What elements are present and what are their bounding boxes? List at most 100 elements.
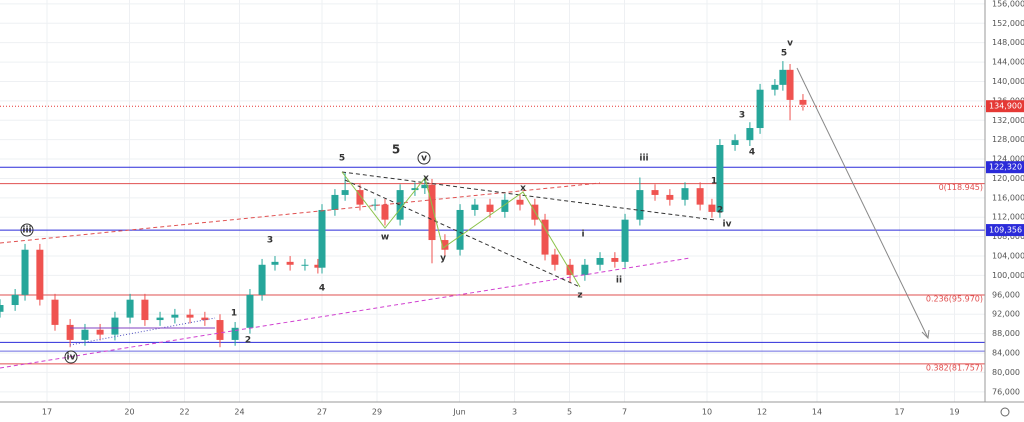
candle-body bbox=[21, 249, 29, 295]
candle-body bbox=[271, 261, 279, 265]
candle-body bbox=[156, 317, 164, 321]
y-tick-label: 84,000 bbox=[992, 349, 1020, 358]
x-tick-label: 27 bbox=[317, 408, 327, 417]
candle-body bbox=[551, 254, 559, 265]
candle-body bbox=[471, 204, 479, 210]
x-tick-label: 19 bbox=[949, 408, 959, 417]
candle-body bbox=[636, 190, 644, 220]
candle-body bbox=[651, 190, 659, 195]
candle-body bbox=[126, 299, 134, 318]
wave-path bbox=[341, 171, 581, 288]
wave-label: 2 bbox=[245, 336, 251, 346]
wave-label: w bbox=[381, 233, 389, 243]
y-tick-label: 124,000 bbox=[992, 155, 1024, 164]
y-tick-label: 156,000 bbox=[992, 0, 1024, 8]
y-tick-label: 96,000 bbox=[992, 290, 1020, 299]
x-tick-label: 10 bbox=[702, 408, 712, 417]
wave-label: 1 bbox=[711, 177, 717, 187]
candle-body bbox=[396, 190, 404, 220]
x-tick-label: 3 bbox=[512, 408, 517, 417]
candle-body bbox=[286, 261, 294, 265]
x-tick-label: 29 bbox=[372, 408, 382, 417]
axes: 76,000 80,000 84,000 88,000 92,000 96,000 100,… bbox=[42, 0, 1024, 417]
y-tick-label: 92,000 bbox=[992, 310, 1020, 319]
candle-body bbox=[36, 249, 44, 300]
wave-circle bbox=[20, 223, 34, 237]
plot: 0(118.945) 0.236(95.970) 0.382(81.757) bbox=[0, 0, 985, 402]
y-tick-label: 116,000 bbox=[992, 193, 1024, 202]
wave-label: 4 bbox=[319, 284, 325, 294]
wave-label: ii bbox=[616, 276, 622, 286]
candle-body bbox=[596, 257, 604, 265]
candle-body bbox=[501, 199, 509, 212]
x-tick-label: 7 bbox=[622, 408, 627, 417]
projection-arrow bbox=[796, 67, 929, 339]
y-tick-label: 120,000 bbox=[992, 174, 1024, 183]
wave-label: iii bbox=[22, 226, 31, 236]
x-tick-label: 17 bbox=[894, 408, 904, 417]
drawings bbox=[0, 67, 930, 369]
candle-body bbox=[581, 264, 589, 275]
candle-body bbox=[516, 199, 524, 205]
wave-label: x bbox=[423, 174, 429, 184]
y-tick-label: 148,000 bbox=[992, 38, 1024, 47]
wave-label: 5 bbox=[781, 49, 787, 59]
price-label: 122,320 bbox=[989, 163, 1022, 172]
candle-body bbox=[11, 294, 19, 306]
level-label: 0.236(95.970) bbox=[926, 294, 983, 303]
candle-body bbox=[456, 209, 464, 250]
wave-circle bbox=[417, 151, 431, 165]
candle-body bbox=[486, 204, 494, 212]
candle-body bbox=[96, 329, 104, 335]
arrow-head bbox=[921, 329, 930, 340]
candle-body bbox=[171, 314, 179, 318]
price-label-box bbox=[986, 161, 1024, 174]
wave-label: 3 bbox=[739, 111, 745, 121]
x-tick-label: 22 bbox=[179, 408, 189, 417]
candle-body bbox=[421, 184, 429, 189]
candle-body bbox=[666, 194, 674, 200]
x-tick-label: 12 bbox=[757, 408, 767, 417]
candle-body bbox=[0, 305, 4, 312]
x-tick-label: 24 bbox=[234, 408, 244, 417]
candle-body bbox=[799, 99, 807, 105]
candle-body bbox=[186, 314, 194, 318]
wave-label: 5 bbox=[392, 143, 400, 157]
x-tick-label: 5 bbox=[567, 408, 572, 417]
channel-line bbox=[0, 257, 691, 369]
y-tick-label: 80,000 bbox=[992, 368, 1020, 377]
y-tick-label: 108,000 bbox=[992, 232, 1024, 241]
y-tick-label: 128,000 bbox=[992, 135, 1024, 144]
candle-body bbox=[771, 84, 779, 90]
y-tick-label: 76,000 bbox=[992, 387, 1020, 396]
channel-line bbox=[0, 182, 601, 244]
x-tick-label: 17 bbox=[42, 408, 52, 417]
y-tick-label: 112,000 bbox=[992, 213, 1024, 222]
candle-body bbox=[731, 140, 739, 145]
candle-body bbox=[696, 188, 704, 205]
candle-body bbox=[246, 294, 254, 328]
candle-body bbox=[141, 299, 149, 321]
candle-body bbox=[541, 219, 549, 255]
candle-body bbox=[779, 69, 787, 85]
candle-body bbox=[621, 219, 629, 262]
candle-body bbox=[111, 317, 119, 335]
wave-label: iv bbox=[723, 220, 732, 230]
price-label-box bbox=[986, 100, 1024, 113]
wave-label: iii bbox=[639, 154, 648, 164]
level-label: 0.382(81.757) bbox=[926, 363, 983, 372]
y-tick-label: 140,000 bbox=[992, 77, 1024, 86]
settings-icon[interactable] bbox=[1000, 407, 1010, 417]
candle-body bbox=[371, 204, 379, 206]
wave-label: iv bbox=[67, 353, 76, 363]
candle-body bbox=[301, 264, 309, 266]
candle-body bbox=[708, 204, 716, 212]
candle-body bbox=[201, 317, 209, 321]
wave-label: i bbox=[581, 230, 584, 240]
candle-body bbox=[314, 264, 322, 268]
price-label-box bbox=[986, 224, 1024, 237]
y-tick-label: 104,000 bbox=[992, 252, 1024, 261]
candle-body bbox=[216, 320, 224, 340]
